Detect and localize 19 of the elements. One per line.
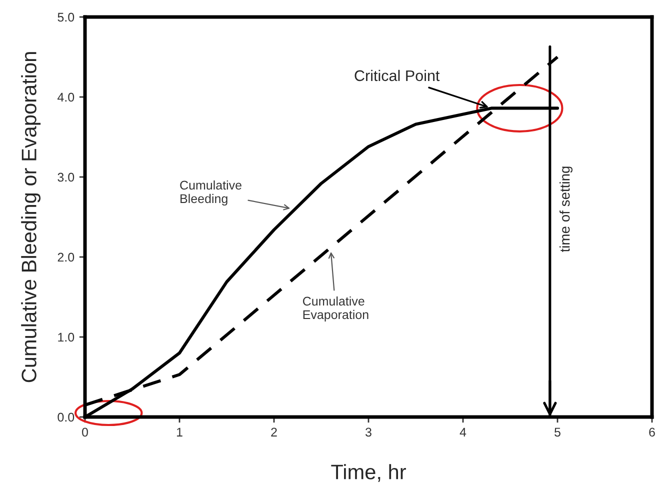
x-tick-label: 5 bbox=[554, 428, 560, 437]
annotation: Cumulative Bleeding bbox=[180, 180, 242, 206]
y-tick-label: 4.0 bbox=[57, 92, 74, 102]
x-tick-label: 2 bbox=[271, 428, 277, 436]
ref-line-label: time of setting bbox=[560, 166, 572, 252]
x-tick-label: 1 bbox=[176, 428, 182, 436]
annotation: Cumulative Evaporation bbox=[302, 296, 368, 322]
x-tick-label: 3 bbox=[366, 428, 372, 437]
y-tick-label: 3.0 bbox=[58, 172, 74, 182]
y-tick-label: 2.0 bbox=[58, 252, 74, 262]
x-tick-label: 4 bbox=[460, 428, 466, 436]
y-tick-label: 1.0 bbox=[58, 332, 74, 342]
x-tick-label: 0 bbox=[82, 428, 88, 437]
y-tick-label: 0.0 bbox=[58, 412, 74, 422]
annotation: Critical Point bbox=[354, 70, 440, 82]
x-tick-label: 6 bbox=[649, 428, 655, 437]
y-tick-label: 5.0 bbox=[58, 12, 74, 22]
x-axis-title: Time, hr bbox=[331, 464, 406, 482]
y-axis-title: Cumulative Bleeding or Evaporation bbox=[21, 52, 41, 382]
